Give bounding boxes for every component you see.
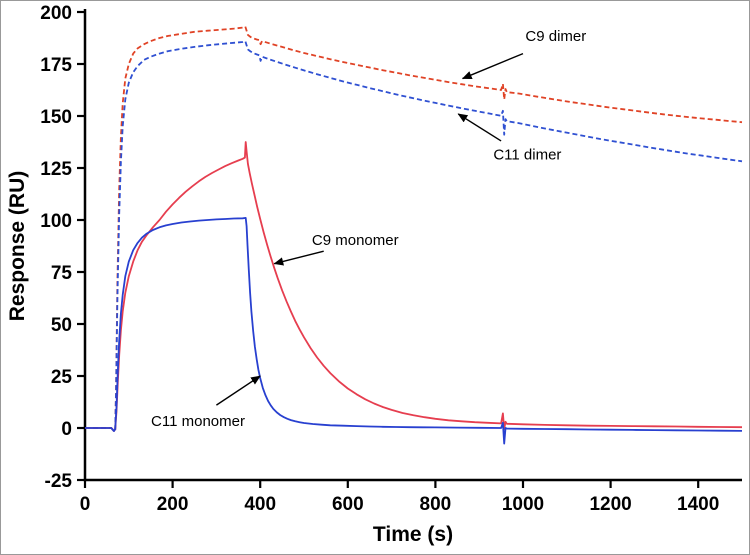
series-curve-c9-monomer <box>85 141 743 432</box>
series-curve-c11-dimer <box>85 40 743 432</box>
plot-layer: 0 200 400 600 800 1000 1200 1400 -25 0 25 50 75 100 12… <box>40 3 743 515</box>
annotation-label: C9 monomer <box>312 232 399 249</box>
y-axis-label: Response (RU) <box>6 171 29 322</box>
x-tick-label: 1400 <box>677 494 719 515</box>
y-tick-label: 75 <box>51 263 73 284</box>
series-curve-c9-dimer <box>85 25 743 432</box>
x-tick-label: 1200 <box>589 494 631 515</box>
annotation-arrow <box>273 250 324 266</box>
x-tick-label: 200 <box>157 494 189 515</box>
x-tick-label: 800 <box>420 494 452 515</box>
y-tick-label: 125 <box>40 159 72 180</box>
y-tick-label: -25 <box>45 471 73 492</box>
x-tick-label: 400 <box>244 494 276 515</box>
y-tick-label: 175 <box>40 55 72 76</box>
annotation-arrow <box>457 113 502 142</box>
x-tick-label: 0 <box>80 494 91 515</box>
annotation-arrow <box>461 52 524 80</box>
annotation-label: C9 dimer <box>525 28 586 45</box>
y-tick-label: 100 <box>40 211 72 232</box>
y-tick-label: 0 <box>61 419 72 440</box>
x-tick-label: 600 <box>332 494 364 515</box>
y-tick-label: 50 <box>51 315 72 336</box>
annotation-arrow <box>216 375 261 406</box>
x-tick-label: 1000 <box>502 494 544 515</box>
y-tick-label: 150 <box>40 107 72 128</box>
series-curve-c11-monomer <box>85 217 743 445</box>
annotation-label: C11 monomer <box>151 413 245 430</box>
x-axis-label: Time (s) <box>373 523 453 546</box>
annotation-label: C11 dimer <box>493 147 561 164</box>
y-tick-label: 25 <box>51 367 73 388</box>
y-tick-label: 200 <box>40 3 72 24</box>
